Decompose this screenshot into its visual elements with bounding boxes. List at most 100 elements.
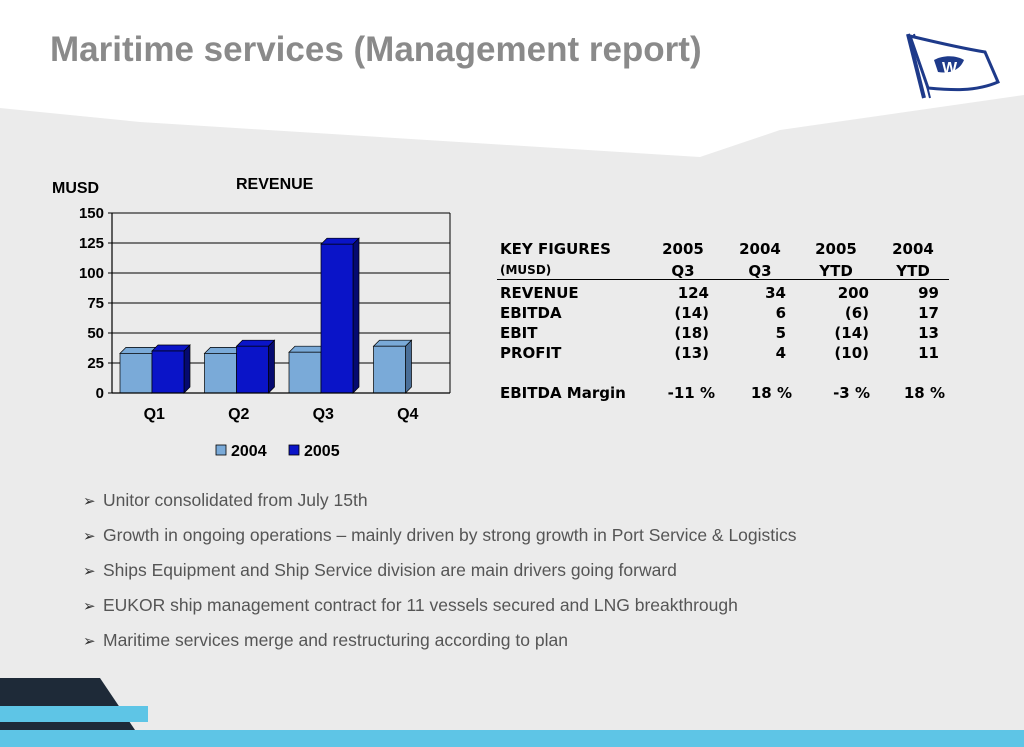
row-label: REVENUE bbox=[500, 284, 579, 302]
cell: 5 bbox=[775, 324, 786, 342]
bar-2005-Q3 bbox=[320, 237, 360, 394]
cell: (18) bbox=[674, 324, 709, 342]
chart-y-ticks: 0 25 50 75 100 125 150 bbox=[79, 205, 112, 402]
bullet-text: EUKOR ship management contract for 11 ve… bbox=[103, 595, 738, 615]
col-year: 2005 bbox=[815, 240, 857, 258]
key-figures-title: KEY FIGURES bbox=[500, 240, 611, 258]
cell: (14) bbox=[834, 324, 869, 342]
y-tick-label: 150 bbox=[79, 205, 104, 222]
y-tick-label: 100 bbox=[79, 265, 104, 282]
bar-2005-Q1 bbox=[151, 344, 191, 394]
list-item: ➢ Growth in ongoing operations – mainly d… bbox=[83, 525, 797, 546]
col-period: Q3 bbox=[671, 262, 695, 280]
margin-row-label: EBITDA Margin bbox=[500, 384, 626, 402]
bar-side bbox=[352, 237, 360, 394]
x-tick-label: Q1 bbox=[144, 406, 165, 423]
cell: 124 bbox=[677, 284, 709, 302]
col-period: YTD bbox=[819, 262, 853, 280]
arrow-bullet-icon: ➢ bbox=[83, 563, 96, 580]
cell: 17 bbox=[918, 304, 939, 322]
grey-panel bbox=[0, 95, 1024, 747]
cell: 4 bbox=[775, 344, 786, 362]
chart-legend: 2004 2005 bbox=[215, 443, 340, 460]
light-blue-stripe-left bbox=[0, 706, 148, 722]
page-title: Maritime services (Management report) bbox=[50, 30, 702, 69]
y-tick-label: 125 bbox=[79, 235, 104, 252]
cell: (13) bbox=[674, 344, 709, 362]
cell: 6 bbox=[775, 304, 786, 322]
bar-top bbox=[151, 344, 191, 352]
col-period: Q3 bbox=[748, 262, 772, 280]
bullet-text: Ships Equipment and Ship Service divisio… bbox=[103, 560, 677, 580]
list-item: ➢ Maritime services merge and restructuri… bbox=[83, 630, 568, 651]
arrow-bullet-icon: ➢ bbox=[83, 598, 96, 615]
list-item: ➢ EUKOR ship management contract for 11 v… bbox=[83, 595, 738, 616]
cell: 200 bbox=[837, 284, 869, 302]
x-tick-label: Q3 bbox=[313, 406, 334, 423]
bar-front bbox=[236, 345, 269, 394]
bar-side bbox=[183, 344, 191, 394]
logo-letter: W bbox=[942, 60, 958, 77]
legend-swatch bbox=[215, 444, 227, 456]
cell: 34 bbox=[765, 284, 786, 302]
chart-title: REVENUE bbox=[236, 176, 314, 193]
cell: 99 bbox=[918, 284, 939, 302]
revenue-chart: MUSD REVENUE 0 25 50 75 100 125 150 Q1 Q2 Q3 Q4 2… bbox=[52, 176, 451, 460]
key-figures-unit: (MUSD) bbox=[500, 263, 552, 277]
bar-front bbox=[204, 353, 237, 394]
w-flag-logo-icon: W bbox=[906, 33, 1000, 99]
bar-side bbox=[405, 339, 412, 394]
chart-bars bbox=[119, 237, 413, 394]
row-label: EBIT bbox=[500, 324, 538, 342]
arrow-bullet-icon: ➢ bbox=[83, 493, 96, 510]
cell: -11 % bbox=[667, 384, 715, 402]
bar-front bbox=[320, 243, 354, 394]
col-period: YTD bbox=[896, 262, 930, 280]
cell: (10) bbox=[834, 344, 869, 362]
arrow-bullet-icon: ➢ bbox=[83, 633, 96, 650]
cell: 13 bbox=[918, 324, 939, 342]
list-item: ➢ Ships Equipment and Ship Service divisi… bbox=[83, 560, 677, 581]
chart-axes bbox=[111, 213, 451, 394]
y-tick-label: 0 bbox=[96, 385, 104, 402]
bar-top bbox=[320, 237, 360, 245]
bar-front bbox=[119, 353, 153, 394]
legend-swatch bbox=[288, 444, 300, 456]
bar-top bbox=[372, 339, 413, 347]
cell: (6) bbox=[844, 304, 869, 322]
cell: -3 % bbox=[833, 384, 870, 402]
bar-front bbox=[288, 351, 322, 394]
cell: 18 % bbox=[903, 384, 945, 402]
light-blue-stripe-bottom bbox=[0, 730, 1024, 747]
legend-label: 2004 bbox=[231, 443, 267, 460]
y-tick-label: 50 bbox=[87, 325, 104, 342]
bar-2005-Q2 bbox=[235, 339, 276, 394]
list-item: ➢ Unitor consolidated from July 15th bbox=[83, 490, 368, 511]
col-year: 2004 bbox=[892, 240, 934, 258]
chart-x-ticks: Q1 Q2 Q3 Q4 bbox=[144, 406, 419, 423]
bullet-text: Unitor consolidated from July 15th bbox=[103, 490, 368, 510]
bar-2004-Q4 bbox=[372, 339, 413, 394]
col-year: 2005 bbox=[662, 240, 704, 258]
arrow-bullet-icon: ➢ bbox=[83, 528, 96, 545]
cell: (14) bbox=[674, 304, 709, 322]
legend-label: 2005 bbox=[304, 443, 340, 460]
bar-front bbox=[151, 350, 185, 394]
x-tick-label: Q2 bbox=[228, 406, 249, 423]
bullet-text: Growth in ongoing operations – mainly dr… bbox=[103, 525, 797, 545]
chart-ylabel: MUSD bbox=[52, 180, 99, 197]
cell: 18 % bbox=[750, 384, 792, 402]
table-rule bbox=[497, 279, 949, 280]
row-label: PROFIT bbox=[500, 344, 562, 362]
bar-side bbox=[268, 339, 275, 394]
y-tick-label: 75 bbox=[87, 295, 104, 312]
x-tick-label: Q4 bbox=[397, 406, 418, 423]
y-tick-label: 25 bbox=[87, 355, 104, 372]
bullet-text: Maritime services merge and restructurin… bbox=[103, 630, 568, 650]
bar-top bbox=[235, 339, 276, 347]
cell: 11 bbox=[918, 344, 939, 362]
bar-front bbox=[373, 345, 406, 394]
col-year: 2004 bbox=[739, 240, 781, 258]
row-label: EBITDA bbox=[500, 304, 562, 322]
